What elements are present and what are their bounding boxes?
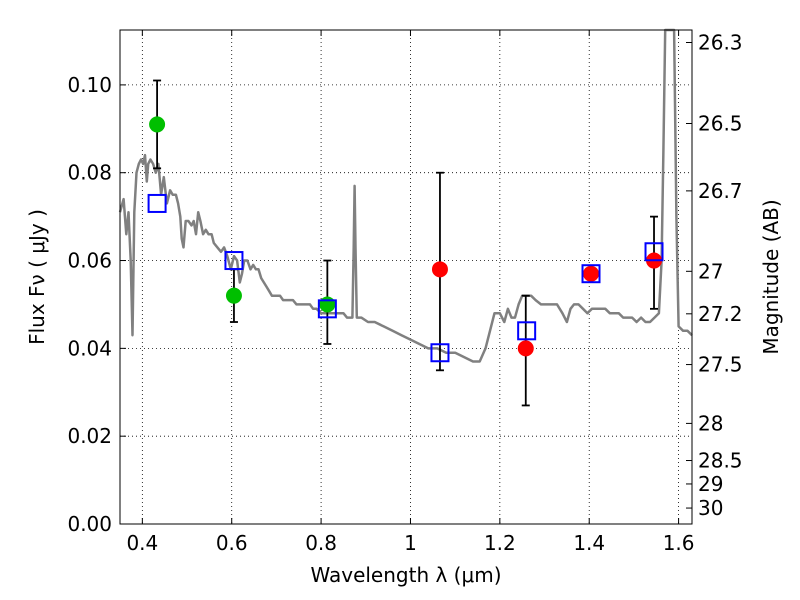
axis-ticks	[120, 30, 692, 525]
model-square-marker	[581, 264, 601, 284]
y2-tick-label: 30	[698, 496, 723, 520]
data-point	[225, 287, 242, 304]
x-tick-label: 1.4	[573, 531, 605, 555]
markers-layer	[147, 116, 664, 363]
x-tick-label: 0.6	[216, 531, 248, 555]
y2-tick-label: 27.5	[698, 353, 743, 377]
y-tick-label: 0.02	[67, 424, 112, 448]
x-tick-label: 0.4	[126, 531, 158, 555]
y-tick-label: 0.06	[67, 249, 112, 273]
y-tick-label: 0.10	[67, 73, 112, 97]
y2-tick-label: 29	[698, 472, 723, 496]
x-axis-label: Wavelength λ (μm)	[310, 563, 501, 587]
y2-tick-label: 28	[698, 411, 723, 435]
grid	[120, 30, 692, 525]
data-point	[583, 265, 600, 282]
y2-tick-label: 26.5	[698, 112, 743, 136]
plot-frame	[119, 29, 693, 525]
y2-tick-label: 28.5	[698, 449, 743, 473]
model-square-marker	[644, 242, 664, 262]
y2-tick-label: 27.2	[698, 302, 743, 326]
model-square-marker	[147, 193, 167, 213]
y-tick-label: 0.00	[67, 512, 112, 536]
model-square-marker	[517, 321, 537, 341]
model-spectrum-line	[118, 28, 693, 363]
model-spectrum-layer	[118, 28, 693, 363]
data-point	[431, 261, 448, 278]
y2-tick-label: 26.3	[698, 30, 743, 54]
y-axis-label: Flux Fν ( μJy )	[25, 209, 49, 345]
y2-tick-label: 26.7	[698, 179, 743, 203]
y2-axis-label: Magnitude (AB)	[759, 199, 783, 354]
x-tick-label: 1	[404, 531, 417, 555]
x-tick-label: 1.6	[663, 531, 695, 555]
data-point	[517, 340, 534, 357]
data-point	[319, 296, 336, 313]
x-tick-label: 1.2	[484, 531, 516, 555]
y-tick-label: 0.08	[67, 161, 112, 185]
tick-labels: 0.4 0.6 0.8 1 1.2 1.4 1.6 0.00 0.02 0.04 0.06 0.08 0…	[67, 30, 742, 555]
model-square-marker	[430, 343, 450, 363]
y2-tick-label: 27	[698, 259, 723, 283]
data-point	[149, 116, 166, 133]
error-bars-layer	[153, 79, 659, 407]
x-tick-label: 0.8	[305, 531, 337, 555]
model-square-marker	[317, 299, 337, 319]
y-tick-label: 0.04	[67, 336, 112, 360]
model-square-marker	[224, 251, 244, 271]
